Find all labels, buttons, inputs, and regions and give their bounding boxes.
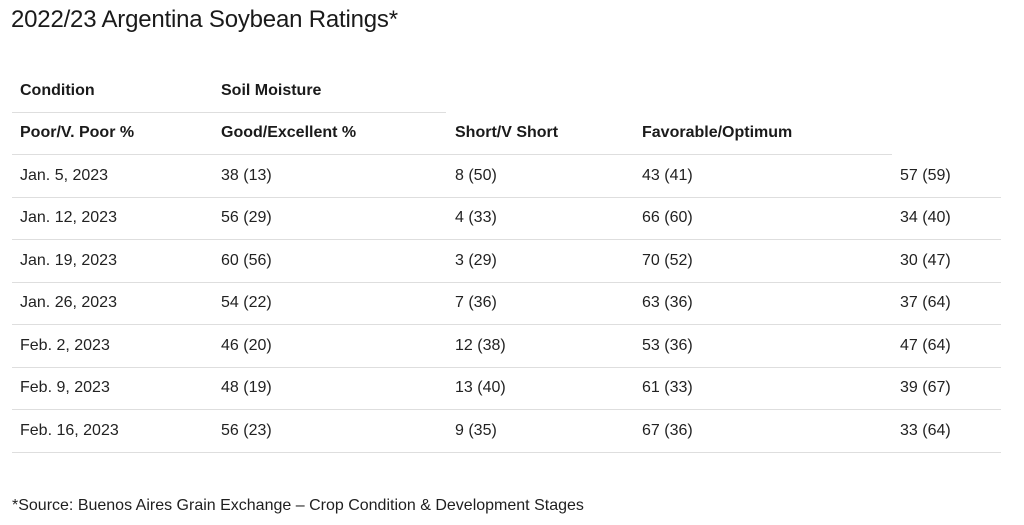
table-cell: 54 (22): [221, 294, 272, 311]
row-divider: [12, 239, 1001, 240]
table-cell: 34 (40): [900, 209, 951, 226]
header-soil-moisture: Soil Moisture: [221, 82, 322, 99]
table-cell: 43 (41): [642, 167, 693, 184]
header-good-excellent: Good/Excellent %: [221, 124, 357, 141]
table-cell-date: Feb. 9, 2023: [20, 379, 110, 396]
row-divider: [12, 282, 1001, 283]
table-cell-date: Jan. 26, 2023: [20, 294, 117, 311]
table-cell: 37 (64): [900, 294, 951, 311]
table-cell-date: Feb. 2, 2023: [20, 337, 110, 354]
table-cell: 63 (36): [642, 294, 693, 311]
table-cell: 57 (59): [900, 167, 951, 184]
header-divider-2: [12, 154, 892, 155]
table-cell: 53 (36): [642, 337, 693, 354]
table-cell: 67 (36): [642, 422, 693, 439]
table-cell: 30 (47): [900, 252, 951, 269]
table-cell: 4 (33): [455, 209, 497, 226]
row-divider: [12, 452, 1001, 453]
row-divider: [12, 197, 1001, 198]
table-cell: 12 (38): [455, 337, 506, 354]
table-cell-date: Jan. 19, 2023: [20, 252, 117, 269]
page-title: 2022/23 Argentina Soybean Ratings*: [11, 6, 398, 33]
row-divider: [12, 324, 1001, 325]
table-cell: 70 (52): [642, 252, 693, 269]
header-short-very-short: Short/V Short: [455, 124, 559, 141]
table-cell: 33 (64): [900, 422, 951, 439]
row-divider: [12, 409, 1001, 410]
header-condition: Condition: [20, 82, 95, 99]
table-cell: 56 (29): [221, 209, 272, 226]
table-cell: 8 (50): [455, 167, 497, 184]
table-cell: 66 (60): [642, 209, 693, 226]
table-cell-date: Jan. 12, 2023: [20, 209, 117, 226]
table-cell-date: Jan. 5, 2023: [20, 167, 109, 184]
table-cell: 39 (67): [900, 379, 951, 396]
row-divider: [12, 367, 1001, 368]
header-poor-very-poor: Poor/V. Poor %: [20, 124, 135, 141]
header-divider-1: [12, 112, 446, 113]
table-cell: 9 (35): [455, 422, 497, 439]
table-cell: 60 (56): [221, 252, 272, 269]
table-cell: 47 (64): [900, 337, 951, 354]
table-cell: 56 (23): [221, 422, 272, 439]
table-cell: 3 (29): [455, 252, 497, 269]
table-cell: 48 (19): [221, 379, 272, 396]
source-footnote: *Source: Buenos Aires Grain Exchange – C…: [12, 497, 584, 514]
header-favorable-optimum: Favorable/Optimum: [642, 124, 793, 141]
table-cell: 13 (40): [455, 379, 506, 396]
table-cell-date: Feb. 16, 2023: [20, 422, 119, 439]
table-cell: 61 (33): [642, 379, 693, 396]
table-cell: 7 (36): [455, 294, 497, 311]
table-cell: 46 (20): [221, 337, 272, 354]
table-cell: 38 (13): [221, 167, 272, 184]
